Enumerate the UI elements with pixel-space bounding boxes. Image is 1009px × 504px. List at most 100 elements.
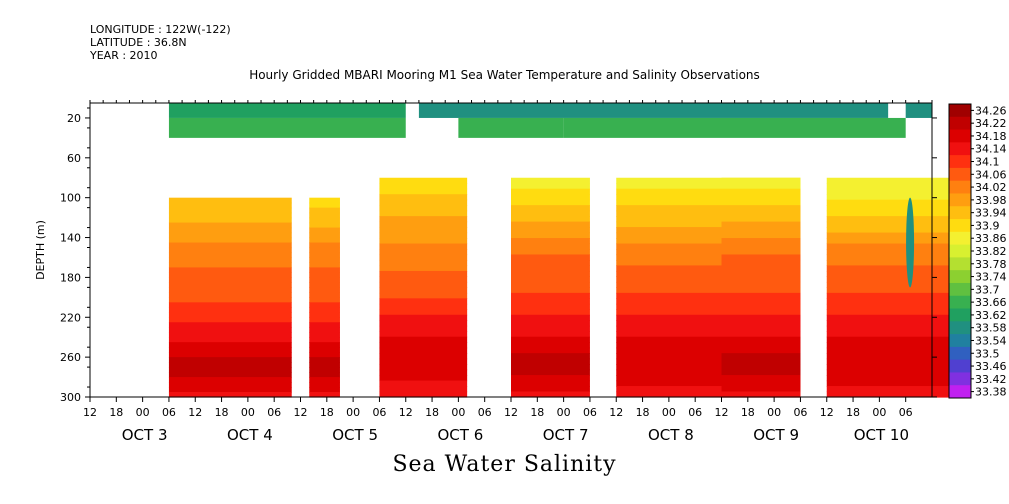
salinity-band	[168, 212, 292, 219]
salinity-band	[826, 232, 950, 239]
salinity-band	[826, 292, 950, 299]
salinity-band	[721, 183, 801, 190]
salinity-band	[616, 210, 801, 217]
salinity-band	[511, 177, 590, 184]
salinity-band	[379, 216, 468, 223]
salinity-band	[511, 232, 590, 239]
y-axis: 20 60 100 140 180 220 260 300	[60, 100, 937, 404]
salinity-band	[616, 243, 801, 250]
salinity-band	[309, 382, 340, 388]
year-label: YEAR : 2010	[90, 49, 158, 62]
colorbar-swatch	[949, 231, 971, 246]
colorbar-swatch	[949, 129, 971, 143]
salinity-band	[511, 254, 590, 261]
salinity-band	[616, 221, 801, 228]
salinity-band	[309, 292, 340, 298]
x-axis: 12 18 00 06 12 18 00 06 12 18 00 06 12 18 00 06 12 18 00 06…	[83, 397, 913, 444]
salinity-band	[826, 353, 950, 360]
colorbar-label: 33.7	[975, 283, 1000, 296]
salinity-band	[379, 325, 468, 332]
salinity-band	[721, 227, 801, 234]
salinity-band	[511, 375, 590, 382]
salinity-band	[379, 183, 468, 190]
salinity-band	[309, 227, 340, 234]
x-tick-label: 00	[872, 406, 886, 419]
salinity-band	[826, 221, 950, 228]
salinity-band	[826, 194, 950, 201]
y-tick-label: 20	[67, 112, 81, 125]
x-day-label: OCT 8	[648, 426, 694, 444]
salinity-band	[511, 380, 590, 387]
salinity-band	[379, 320, 468, 327]
salinity-band	[826, 369, 950, 376]
x-tick-label: 18	[636, 406, 650, 419]
salinity-band	[379, 265, 468, 272]
salinity-band	[511, 194, 590, 201]
salinity-band	[826, 281, 950, 288]
salinity-band	[309, 217, 340, 224]
salinity-band	[511, 188, 590, 195]
salinity-band	[511, 259, 590, 267]
salinity-band	[826, 205, 950, 212]
salinity-band	[379, 281, 468, 288]
salinity-band	[826, 227, 950, 234]
salinity-band	[721, 287, 801, 294]
salinity-band	[309, 287, 340, 293]
x-day-label: OCT 7	[543, 426, 589, 444]
salinity-band	[379, 199, 468, 206]
salinity-band	[511, 358, 590, 365]
chart-title: Hourly Gridded MBARI Mooring M1 Sea Wate…	[249, 68, 760, 82]
salinity-band	[721, 177, 801, 184]
salinity-band	[616, 336, 801, 343]
salinity-band	[379, 243, 468, 250]
salinity-band	[309, 352, 340, 358]
salinity-band	[309, 357, 340, 363]
salinity-band	[826, 254, 950, 261]
x-tick-label: 06	[372, 406, 386, 419]
salinity-band	[379, 331, 468, 338]
salinity-band	[616, 188, 801, 195]
salinity-band	[168, 302, 292, 308]
salinity-band	[721, 358, 801, 365]
salinity-band	[168, 342, 292, 348]
colorbar-swatch	[949, 142, 971, 156]
salinity-band	[721, 259, 801, 267]
longitude-label: LONGITUDE : 122W(-122)	[90, 23, 231, 36]
salinity-band	[309, 347, 340, 353]
salinity-band	[826, 270, 950, 278]
x-tick-label: 12	[83, 406, 97, 419]
x-tick-label: 18	[741, 406, 755, 419]
salinity-band	[721, 325, 801, 332]
salinity-band	[418, 103, 889, 118]
salinity-band	[379, 375, 468, 382]
salinity-band	[826, 391, 950, 398]
colorbar-label: 33.9	[975, 219, 1000, 232]
salinity-band	[379, 227, 468, 234]
salinity-band	[826, 265, 950, 272]
salinity-band	[168, 307, 292, 313]
x-tick-label: 12	[294, 406, 308, 419]
salinity-band	[309, 302, 340, 308]
salinity-band	[721, 210, 801, 217]
salinity-band	[309, 327, 340, 333]
salinity-band	[721, 265, 801, 272]
salinity-band	[168, 382, 292, 388]
salinity-band	[379, 188, 468, 195]
salinity-band	[826, 358, 950, 365]
salinity-band	[379, 358, 468, 365]
salinity-band	[511, 243, 590, 250]
salinity-band	[309, 257, 340, 264]
colorbar-swatch	[949, 308, 971, 322]
salinity-band	[826, 309, 950, 316]
salinity-band	[721, 194, 801, 201]
salinity-band	[379, 221, 468, 228]
salinity-band	[379, 254, 468, 261]
x-tick-label: 06	[267, 406, 281, 419]
salinity-band	[309, 392, 340, 398]
salinity-band	[721, 281, 801, 288]
salinity-band	[826, 342, 950, 349]
salinity-band	[616, 298, 801, 305]
salinity-band	[616, 347, 801, 354]
salinity-band	[826, 259, 950, 267]
